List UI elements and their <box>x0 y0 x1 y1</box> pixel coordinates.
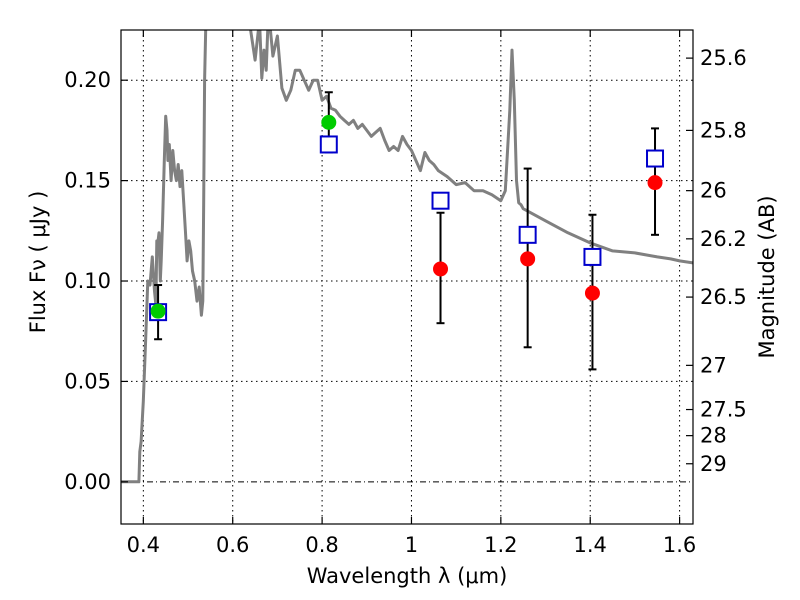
x-axis-label: Wavelength λ (μm) <box>307 564 508 588</box>
red-data-point <box>584 285 600 301</box>
model-square-marker <box>518 225 537 244</box>
magnitude-tick-label: 25.8 <box>700 118 747 142</box>
spectrum-line <box>121 30 693 484</box>
magnitude-tick-label: 26.2 <box>700 227 747 251</box>
grid <box>121 30 693 524</box>
x-tick-label: 0.6 <box>216 533 249 557</box>
red-data-point <box>520 251 536 267</box>
magnitude-tick-label: 26.5 <box>700 285 747 309</box>
green-data-point <box>321 114 337 130</box>
magnitude-tick-label: 27.5 <box>700 398 747 422</box>
x-tick-label: 0.4 <box>127 533 160 557</box>
axes: 0.4 0.6 0.8 1 1.2 1.4 1.6 0.00 0.05 0.10 0.15 0.20 2… <box>64 30 747 557</box>
model-square-marker <box>319 135 338 154</box>
axis-labels: Wavelength λ (μm) Flux Fν ( μJy ) Magnit… <box>26 191 779 588</box>
magnitude-tick-label: 29 <box>700 452 727 476</box>
y-tick-label: 0.05 <box>64 369 111 393</box>
x-tick-label: 1.2 <box>484 533 517 557</box>
model-square-marker <box>646 149 665 168</box>
magnitude-tick-label: 28 <box>700 424 727 448</box>
model-square-marker <box>431 191 450 210</box>
plot-frame <box>120 29 694 525</box>
red-data-point <box>433 261 449 277</box>
magnitude-tick-label: 27 <box>700 353 727 377</box>
y-tick-label: 0.00 <box>64 470 111 494</box>
x-tick-label: 1.6 <box>663 533 696 557</box>
y-tick-label: 0.10 <box>64 269 111 293</box>
model-square-marker <box>583 247 602 266</box>
magnitude-tick-label: 26 <box>700 179 727 203</box>
green-data-point <box>150 303 166 319</box>
plot-area <box>121 30 693 484</box>
y2-axis-label: Magnitude (AB) <box>755 195 779 358</box>
y-tick-label: 0.20 <box>64 68 111 92</box>
x-tick-label: 1 <box>405 533 418 557</box>
x-tick-label: 0.8 <box>305 533 338 557</box>
y-axis-label: Flux Fν ( μJy ) <box>26 191 50 334</box>
y-tick-label: 0.15 <box>64 169 111 193</box>
x-tick-label: 1.4 <box>574 533 607 557</box>
magnitude-tick-label: 25.6 <box>700 46 747 70</box>
red-data-point <box>647 175 663 191</box>
